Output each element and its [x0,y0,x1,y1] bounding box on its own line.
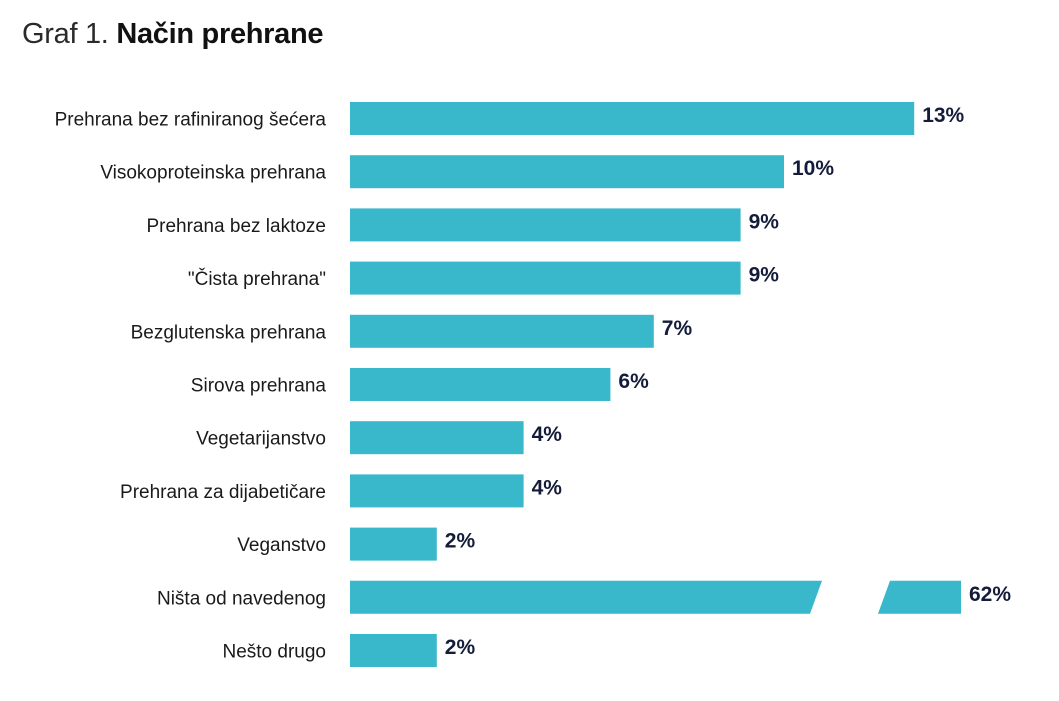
category-label: Prehrana za dijabetičare [120,482,326,503]
category-label: Bezglutenska prehrana [131,322,327,343]
bar [350,314,654,348]
chart-title: Graf 1. Način prehrane [22,16,324,52]
bar [350,208,741,242]
value-label: 9% [749,264,780,287]
value-label: 13% [922,104,964,127]
bar [350,527,437,561]
category-label: Visokoproteinska prehrana [100,163,326,184]
bar [350,261,741,295]
bar [350,155,784,189]
chart-title-prefix: Graf 1. [22,18,109,50]
category-label: Ništa od navedenog [157,588,326,609]
category-label: Nešto drugo [222,642,326,663]
category-label: "Čista prehrana" [188,268,326,290]
value-label: 2% [445,530,476,553]
value-label: 7% [662,317,693,340]
category-label: Vegetarijanstvo [196,429,326,450]
bar [350,634,437,667]
category-label: Sirova prehrana [191,376,327,397]
value-label: 62% [969,583,1011,606]
value-label: 9% [749,210,780,233]
bar-segment-right [878,580,961,614]
value-label: 6% [618,370,649,393]
category-label: Prehrana bez laktoze [146,216,326,237]
bar [350,421,524,455]
category-label: Prehrana bez rafiniranog šećera [55,110,327,131]
category-label: Veganstvo [237,535,326,556]
chart-title-main: Način prehrane [116,18,324,50]
bar [350,102,915,135]
value-label: 2% [445,636,476,659]
value-label: 10% [792,157,834,180]
bar [350,474,524,508]
bar-segment-left [350,580,822,614]
value-label: 4% [532,476,563,499]
bar [350,368,611,401]
value-label: 4% [532,423,563,446]
